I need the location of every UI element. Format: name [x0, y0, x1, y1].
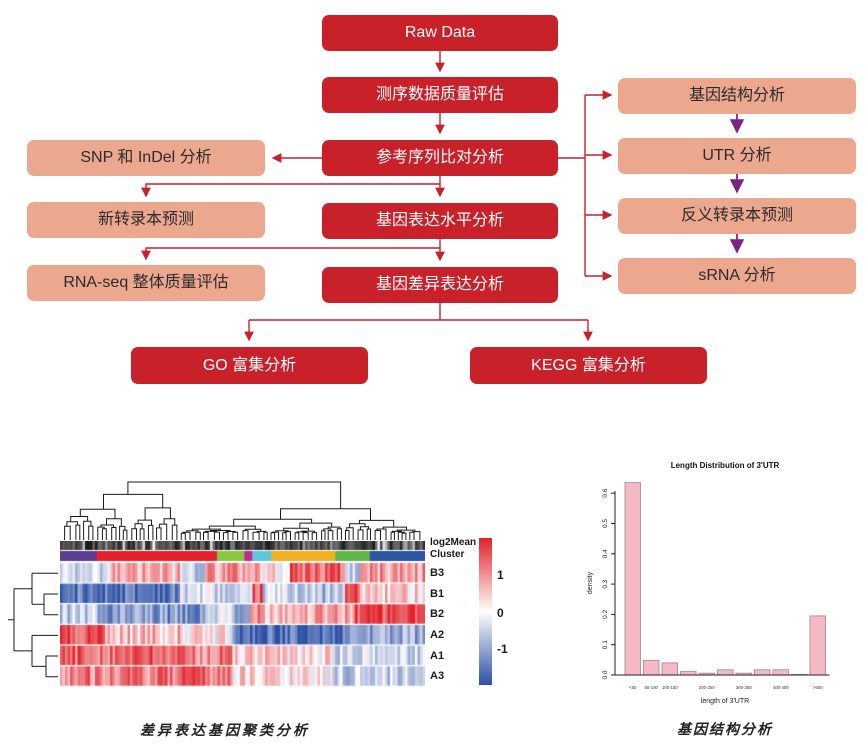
column-dendrogram [64, 481, 421, 540]
y-tick-label: 0.2 [602, 610, 609, 619]
node-gene-struct: 基因结构分析 [618, 78, 856, 114]
x-tick-label: 200-250 [699, 685, 715, 690]
x-tick-label: 400-450 [773, 685, 789, 690]
node-seq-qc: 测序数据质量评估 [322, 77, 558, 113]
node-diff-expr: 基因差异表达分析 [322, 267, 558, 303]
x-tick-label: 300-350 [736, 685, 752, 690]
row-label-b2: B2 [430, 608, 445, 620]
flow-connectors [141, 51, 745, 342]
colorbar-tick-0: 0 [497, 606, 504, 620]
node-raw-data: Raw Data [322, 15, 558, 51]
annotation-label-log2mean: log2Mean [430, 537, 477, 548]
x-tick-label: 100-150 [662, 685, 678, 690]
node-expr-level: 基因表达水平分析 [322, 203, 558, 239]
node-srna: sRNA 分析 [618, 258, 856, 294]
arrow-branch-rnaseqqc [141, 247, 440, 261]
y-tick-label: 0.3 [602, 579, 609, 588]
node-utr: UTR 分析 [618, 138, 856, 174]
bar-250-300 [717, 669, 734, 676]
bar->500 [809, 615, 826, 676]
barchart-caption: 基因结构分析 [677, 722, 773, 738]
colorbar-tick-neg1: -1 [497, 642, 508, 656]
barchart-title: Length Distribution of 3'UTR [671, 461, 780, 470]
node-snp-indel: SNP 和 InDel 分析 [27, 140, 265, 176]
row-label-a1: A1 [430, 650, 445, 662]
node-rnaseq-qc: RNA-seq 整体质量评估 [27, 265, 265, 301]
right-trunk [558, 95, 586, 276]
bar-<50 [624, 482, 641, 676]
bar-100-150 [661, 662, 678, 676]
node-go: GO 富集分析 [131, 347, 368, 384]
column-dendrogram-path [64, 481, 421, 540]
colorbar-tick-1: 1 [497, 568, 504, 582]
x-axis-label: length of 3'UTR [701, 698, 749, 705]
red-connector-group [141, 51, 613, 342]
bar-400-450 [772, 669, 789, 676]
y-tick-label: 0.6 [602, 488, 609, 497]
row-dendrogram [8, 572, 58, 678]
x-tick-label: 50-100 [645, 685, 659, 690]
node-kegg: KEGG 富集分析 [470, 347, 707, 384]
heatmap-colorbar [479, 538, 492, 685]
row-label-b3: B3 [430, 567, 445, 579]
heatmap-caption: 差异表达基因聚类分析 [140, 723, 310, 739]
node-align: 参考序列比对分析 [322, 140, 558, 176]
x-tick-label: <50 [629, 685, 637, 690]
y-tick-label: 0.5 [602, 519, 609, 528]
bar-50-100 [643, 660, 660, 676]
y-tick-label: 0.4 [602, 549, 609, 558]
y-axis-label: density [587, 571, 594, 594]
row-label-a3: A3 [430, 670, 445, 682]
bar-350-400 [754, 669, 771, 676]
row-dendrogram-path [8, 572, 58, 678]
y-tick-label: 0.1 [602, 640, 609, 649]
node-novel-tx: 新转录本预测 [27, 202, 265, 238]
heatmap-canvas [60, 541, 425, 687]
bar-150-200 [680, 670, 697, 676]
y-tick-label: 0.0 [602, 670, 609, 679]
arrow-branch-noveltx [141, 183, 440, 198]
annotation-label-cluster: Cluster [430, 549, 465, 560]
node-antisense: 反义转录本预测 [618, 198, 856, 234]
row-label-a2: A2 [430, 629, 445, 641]
utr-barchart: Length Distribution of 3'UTR 0.0 0.1 0.2 0.3… [587, 461, 830, 705]
x-tick-label: >500 [813, 685, 823, 690]
row-label-b1: B1 [430, 588, 445, 600]
bottom-branch [249, 303, 588, 321]
